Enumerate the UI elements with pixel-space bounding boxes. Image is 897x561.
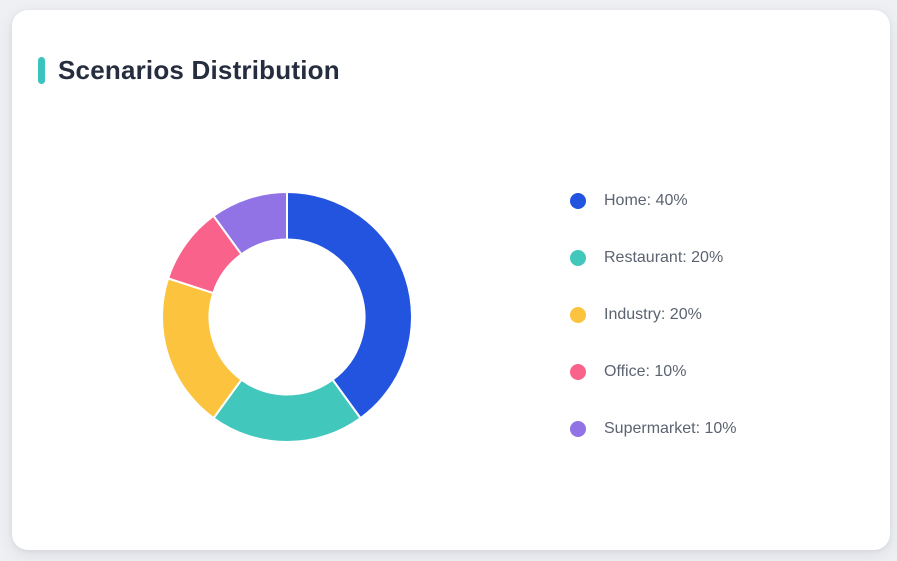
legend-item-home[interactable]: Home: 40% xyxy=(570,191,737,211)
legend-label: Office: 10% xyxy=(604,363,687,380)
legend-item-restaurant[interactable]: Restaurant: 20% xyxy=(570,248,737,268)
legend-label: Industry: 20% xyxy=(604,306,702,323)
chart-legend: Home: 40% Restaurant: 20% Industry: 20% … xyxy=(570,191,737,476)
donut-chart[interactable] xyxy=(137,167,437,467)
legend-dot xyxy=(570,307,586,323)
legend-label: Home: 40% xyxy=(604,192,688,209)
scenarios-distribution-card: Scenarios Distribution Home: 40% Restaur… xyxy=(12,10,890,550)
legend-dot xyxy=(570,250,586,266)
legend-dot xyxy=(570,364,586,380)
legend-item-office[interactable]: Office: 10% xyxy=(570,362,737,382)
legend-item-supermarket[interactable]: Supermarket: 10% xyxy=(570,419,737,439)
title-accent-bar xyxy=(38,57,45,84)
donut-segment-home[interactable] xyxy=(286,191,413,420)
donut-segment-industry[interactable] xyxy=(161,277,243,420)
legend-dot xyxy=(570,193,586,209)
card-header: Scenarios Distribution xyxy=(38,55,340,86)
legend-label: Restaurant: 20% xyxy=(604,249,724,266)
legend-item-industry[interactable]: Industry: 20% xyxy=(570,305,737,325)
page-title: Scenarios Distribution xyxy=(58,55,340,85)
donut-segment-supermarket[interactable] xyxy=(212,191,288,256)
legend-dot xyxy=(570,421,586,437)
legend-label: Supermarket: 10% xyxy=(604,420,737,437)
